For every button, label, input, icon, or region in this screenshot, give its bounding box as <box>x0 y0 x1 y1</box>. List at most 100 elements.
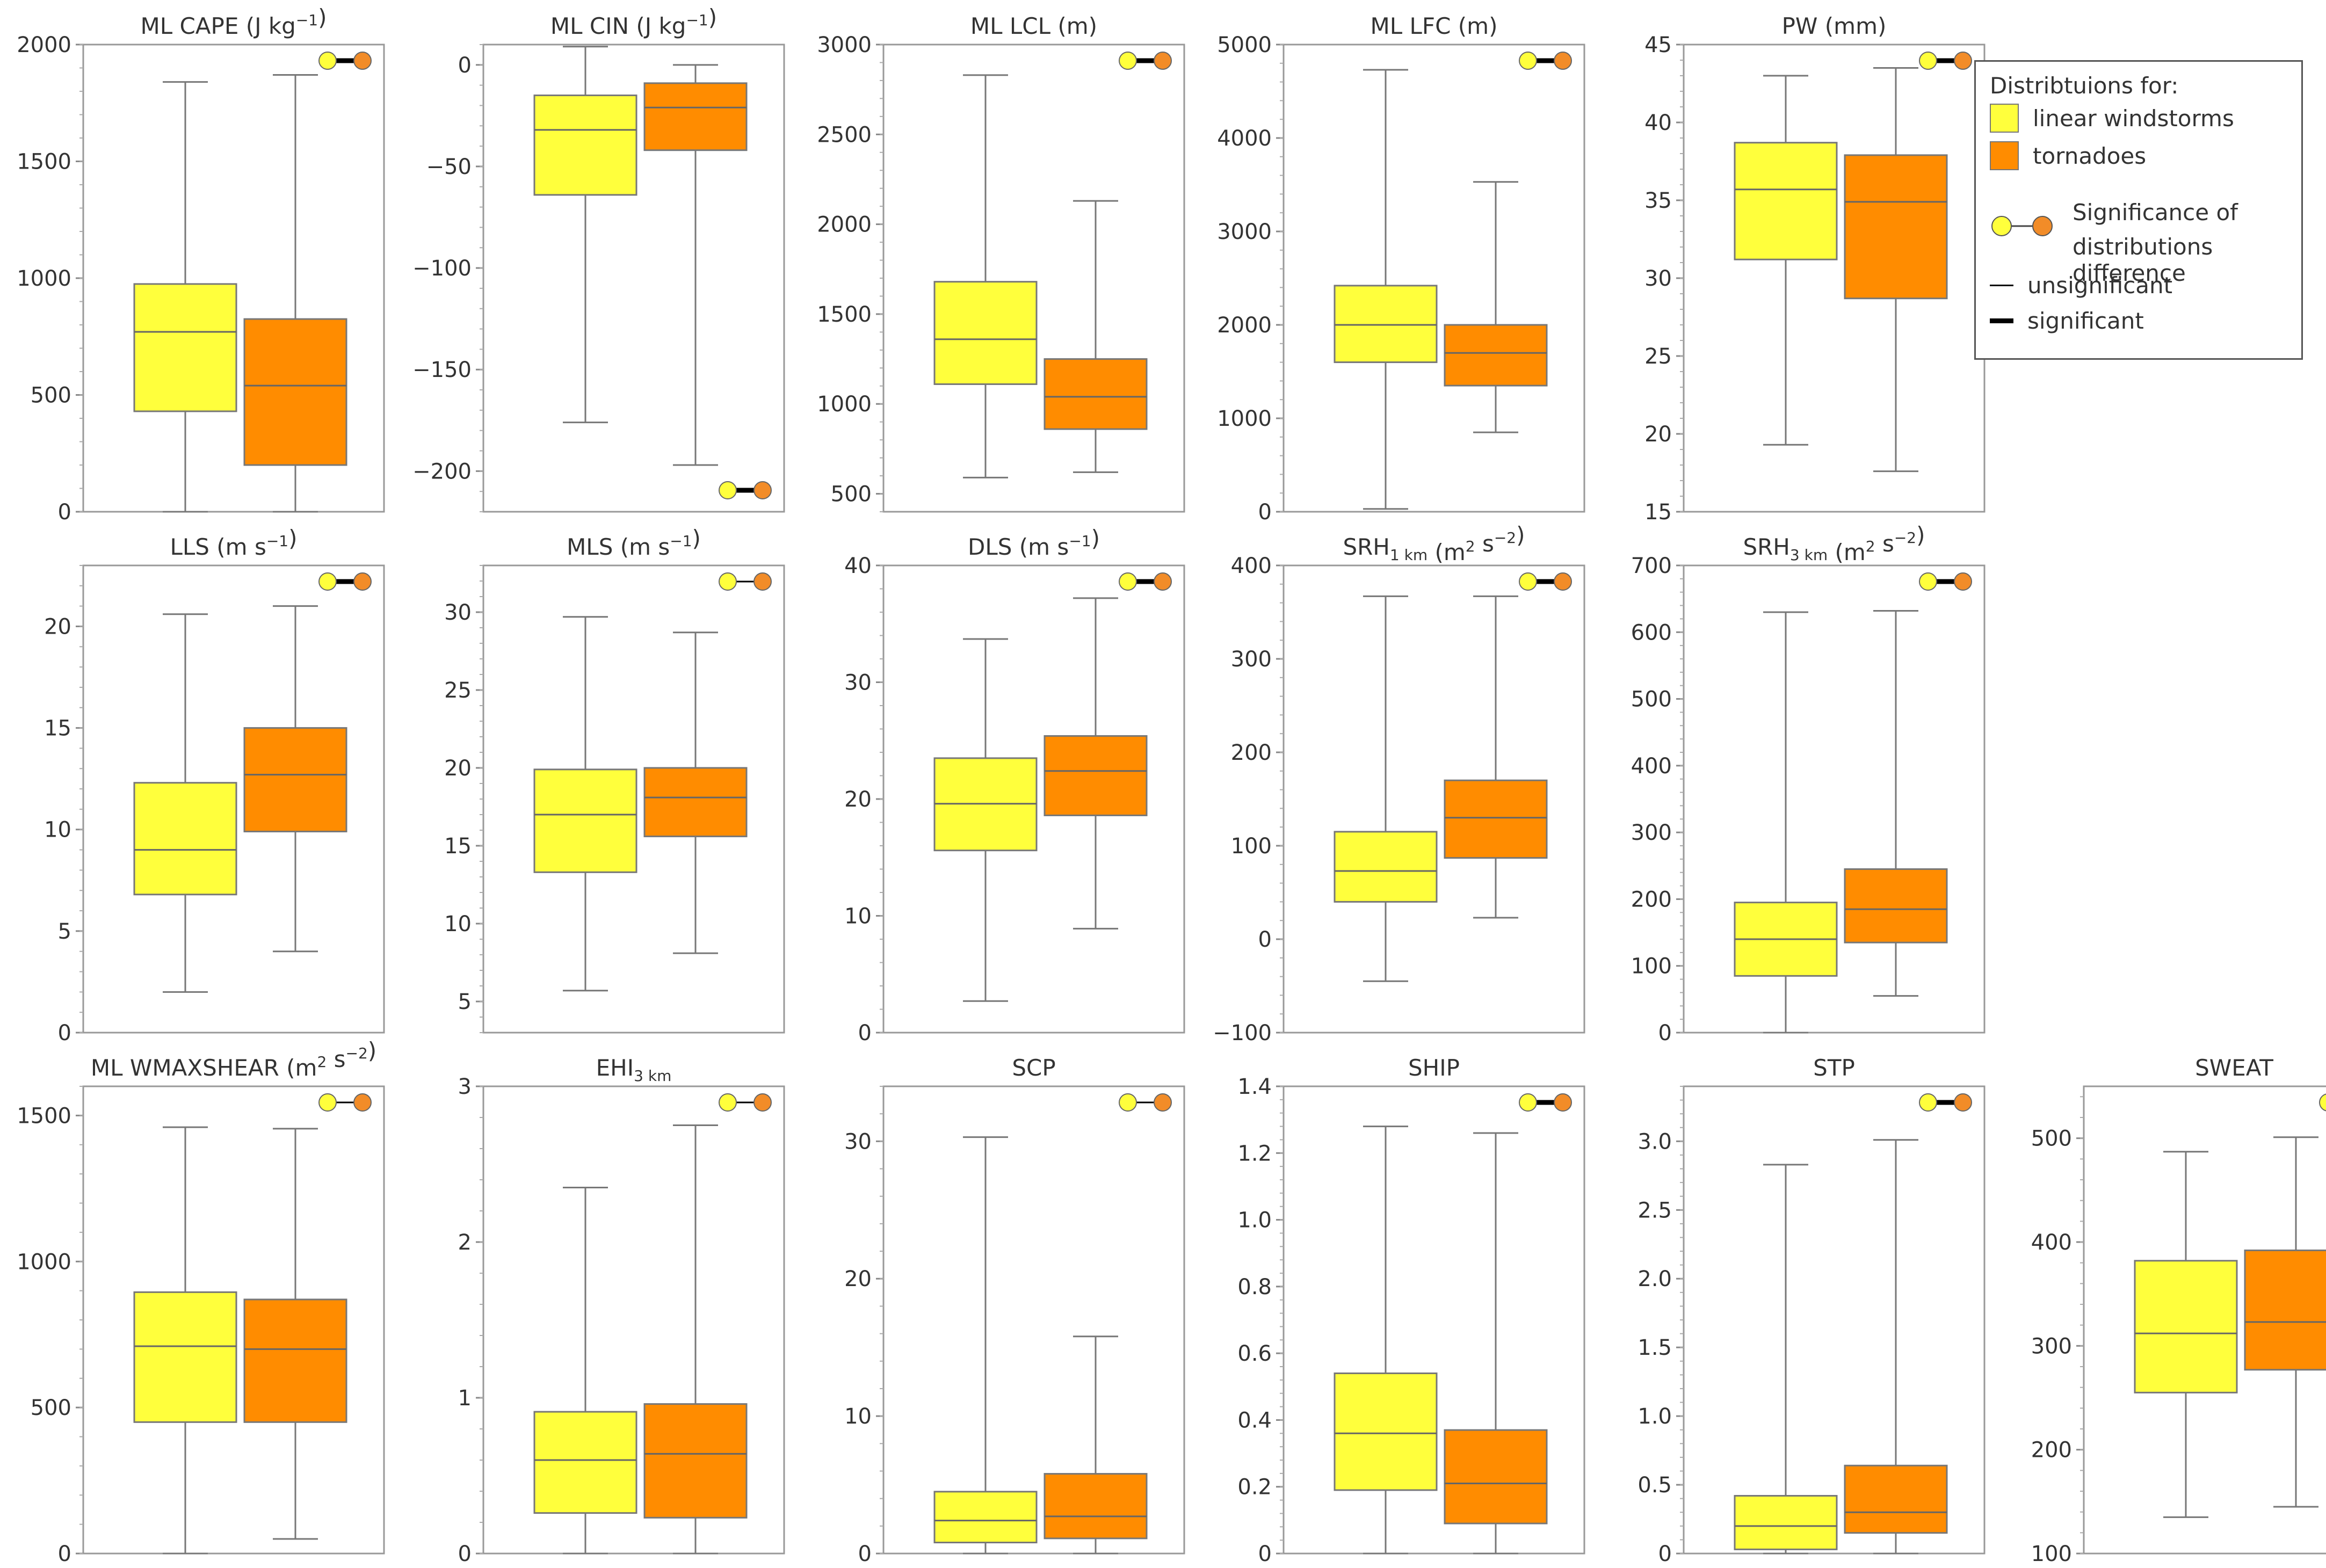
panel-dls-m-s: 0 10 20 30 40 DLS (m s−1) <box>844 525 1185 1046</box>
tornadoes-box <box>1844 1464 1948 1534</box>
y-tick-label: 0 <box>458 1542 472 1566</box>
y-tick-label: 1000 <box>17 1250 71 1274</box>
significance-right-dot <box>353 572 372 591</box>
y-tick-label: 1500 <box>17 1104 71 1128</box>
panel-title: ML CAPE (J kg−1) <box>140 4 327 39</box>
linear-windstorms-box <box>933 281 1038 385</box>
y-tick-label: 3.0 <box>1637 1129 1672 1154</box>
y-tick-label: 2 <box>458 1230 472 1255</box>
significance-right-dot <box>1554 1093 1572 1112</box>
significance-left-dot <box>1119 572 1137 591</box>
significance-right-dot <box>1954 572 1972 591</box>
y-tick-label: 3 <box>458 1075 472 1099</box>
y-tick-label: 0 <box>1258 927 1272 952</box>
y-tick-label: 3000 <box>817 33 872 57</box>
panel-title: MLS (m s−1) <box>567 525 701 560</box>
panel-title: EHI3 km <box>596 1055 672 1085</box>
plot-frame <box>882 43 1185 513</box>
y-tick-label: 400 <box>1631 754 1672 779</box>
significance-left-dot <box>1919 52 1937 70</box>
significant-line-icon <box>1990 318 2013 323</box>
y-tick-label: 15 <box>44 716 71 741</box>
y-tick-label: 1.4 <box>1237 1075 1272 1099</box>
tornadoes-box <box>243 1298 347 1423</box>
y-tick-label: 10 <box>444 912 472 937</box>
y-tick-label: 1 <box>458 1386 472 1411</box>
significance-right-dot <box>753 572 772 591</box>
linear-windstorms-box <box>1734 142 1838 260</box>
tornadoes-box <box>643 82 748 151</box>
panel-title: ML WMAXSHEAR (m2 s−2) <box>91 1037 376 1081</box>
panel-srh-1-km: −100 0 100 200 300 400 SRH1 km (m2 s−2) <box>1213 522 1585 1046</box>
significance-left-dot <box>2319 1093 2326 1112</box>
linear-windstorms-box <box>1334 831 1438 903</box>
y-tick-label: 300 <box>1631 821 1672 845</box>
y-tick-label: 1.0 <box>1637 1404 1672 1429</box>
y-tick-label: 2.5 <box>1637 1198 1672 1223</box>
panel-title: STP <box>1813 1055 1855 1081</box>
y-tick-label: 0.8 <box>1237 1275 1272 1300</box>
y-tick-label: 0 <box>58 1542 71 1566</box>
y-tick-label: 25 <box>1644 344 1672 369</box>
panel-title: ML LCL (m) <box>970 13 1097 39</box>
significance-dots-icon <box>1991 216 2053 236</box>
linear-windstorms-box <box>133 782 237 896</box>
y-tick-label: 0.2 <box>1237 1475 1272 1500</box>
y-tick-label: 1.2 <box>1237 1141 1272 1166</box>
y-tick-label: 200 <box>1631 887 1672 912</box>
significance-right-dot <box>353 52 372 70</box>
panel-scp: 0 10 20 30 SCP <box>844 1055 1185 1566</box>
linear-windstorms-box <box>133 283 237 412</box>
significance-left-dot <box>1119 1093 1137 1112</box>
y-tick-label: 500 <box>31 383 71 408</box>
y-tick-label: 45 <box>1644 33 1672 57</box>
linear-windstorms-box <box>1334 1372 1438 1491</box>
y-tick-label: 500 <box>1631 687 1672 712</box>
y-tick-label: 5000 <box>1217 33 1272 57</box>
significance-left-dot <box>719 481 737 499</box>
y-tick-label: 2.0 <box>1637 1267 1672 1291</box>
y-tick-label: 400 <box>1231 554 1272 578</box>
panel-title: PW (mm) <box>1782 13 1887 39</box>
y-tick-label: 20 <box>1644 422 1672 447</box>
y-tick-label: 0 <box>458 53 472 78</box>
panel-mls-m-s: 5 10 15 20 25 30 MLS (m s−1) <box>444 525 785 1034</box>
linear-windstorms-box <box>1334 285 1438 364</box>
y-tick-label: 0.6 <box>1237 1341 1272 1366</box>
y-tick-label: 200 <box>2031 1438 2072 1463</box>
tornadoes-box <box>643 767 748 838</box>
significance-right-dot <box>753 481 772 499</box>
y-tick-label: 30 <box>844 671 872 695</box>
tornadoes-box <box>1044 1473 1148 1540</box>
significance-left-dot <box>1519 572 1537 591</box>
panel-title: SCP <box>1012 1055 1055 1081</box>
linear-windstorms-box <box>533 1411 637 1514</box>
y-tick-label: 2000 <box>1217 313 1272 338</box>
y-tick-label: 2000 <box>817 213 872 237</box>
y-tick-label: 10 <box>844 1404 872 1429</box>
legend-significance-line1: Significance of <box>2073 199 2238 226</box>
panel-stp: 0 0.5 1.0 1.5 2.0 2.5 3.0 STP <box>1637 1055 1986 1566</box>
tornadoes-box <box>1844 868 1948 943</box>
y-tick-label: 5 <box>58 919 71 944</box>
y-tick-label: 400 <box>2031 1230 2072 1255</box>
legend-title: Distribtuions for: <box>1990 72 2179 99</box>
y-tick-label: 0 <box>858 1542 872 1566</box>
y-tick-label: 0.4 <box>1237 1408 1272 1433</box>
linear-windstorms-swatch <box>1990 104 2019 133</box>
significance-left-dot <box>719 1093 737 1112</box>
significance-right-dot <box>353 1093 372 1112</box>
significance-left-dot <box>1919 572 1937 591</box>
tornadoes-box <box>1444 1429 1548 1525</box>
y-tick-label: 1000 <box>817 392 872 417</box>
y-tick-label: 40 <box>844 554 872 578</box>
y-tick-label: 100 <box>2031 1542 2072 1566</box>
panel-title: ML LFC (m) <box>1371 13 1498 39</box>
y-tick-label: −100 <box>1213 1021 1272 1046</box>
y-tick-label: 20 <box>844 787 872 812</box>
y-tick-label: 2000 <box>17 33 71 57</box>
y-tick-label: 2500 <box>817 122 872 147</box>
y-tick-label: 0 <box>1658 1021 1672 1046</box>
legend: Distribtuions for: linear windstorms tor… <box>1974 60 2303 360</box>
